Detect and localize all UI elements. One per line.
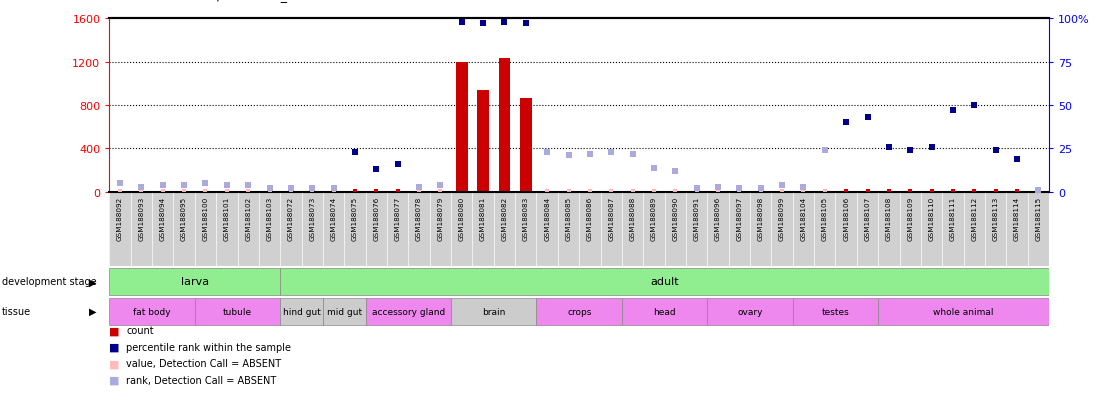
Bar (280, 268, 1049, 295)
Text: ovary: ovary (738, 307, 763, 316)
Text: GSM188109: GSM188109 (907, 196, 913, 240)
Bar (478, 90, 489, 192)
Text: GSM188113: GSM188113 (992, 196, 999, 240)
Text: GSM188102: GSM188102 (246, 196, 251, 240)
Text: accessory gland: accessory gland (372, 307, 445, 316)
Text: crops: crops (567, 307, 591, 316)
Text: GSM188104: GSM188104 (800, 196, 807, 240)
Text: GSM188089: GSM188089 (651, 196, 657, 240)
Text: GSM188103: GSM188103 (267, 196, 272, 240)
Bar (499, 59, 510, 192)
Bar (622, 298, 708, 325)
Text: GSM188076: GSM188076 (374, 196, 379, 240)
Text: tubule: tubule (223, 307, 252, 316)
Bar (878, 298, 1049, 325)
Text: ■: ■ (109, 342, 119, 352)
Text: ▶: ▶ (88, 306, 96, 316)
Text: GSM188106: GSM188106 (844, 196, 849, 240)
Text: head: head (653, 307, 676, 316)
Text: GSM188074: GSM188074 (330, 196, 337, 240)
Bar (195, 298, 280, 325)
Text: GSM188075: GSM188075 (352, 196, 358, 240)
Text: GSM188097: GSM188097 (737, 196, 742, 240)
Text: GSM188088: GSM188088 (629, 196, 636, 240)
Text: GSM188098: GSM188098 (758, 196, 763, 240)
Text: GSM188110: GSM188110 (929, 196, 934, 240)
Text: GSM188111: GSM188111 (950, 196, 956, 240)
Bar (280, 298, 323, 325)
Text: GSM188100: GSM188100 (202, 196, 209, 240)
Text: GSM188096: GSM188096 (715, 196, 721, 240)
Text: GSM188087: GSM188087 (608, 196, 614, 240)
Text: GSM188101: GSM188101 (224, 196, 230, 240)
Text: GSM188079: GSM188079 (437, 196, 443, 240)
Text: GSM188084: GSM188084 (545, 196, 550, 240)
Bar (323, 298, 366, 325)
Text: GSM188105: GSM188105 (821, 196, 828, 240)
Text: GSM188095: GSM188095 (181, 196, 187, 240)
Bar (366, 298, 451, 325)
Bar (451, 298, 537, 325)
Text: GSM188073: GSM188073 (309, 196, 315, 240)
Text: GSM188099: GSM188099 (779, 196, 785, 240)
Text: larva: larva (181, 277, 209, 287)
Text: development stage: development stage (2, 277, 97, 287)
Bar (520, 99, 531, 192)
Text: GSM188082: GSM188082 (501, 196, 508, 240)
Text: GSM188091: GSM188091 (694, 196, 700, 240)
Bar (792, 298, 878, 325)
Text: GSM188112: GSM188112 (971, 196, 978, 240)
Text: GSM188086: GSM188086 (587, 196, 593, 240)
Text: GSM188078: GSM188078 (416, 196, 422, 240)
Text: GSM188094: GSM188094 (160, 196, 166, 240)
Text: GSM188090: GSM188090 (672, 196, 679, 240)
Text: ■: ■ (109, 325, 119, 335)
Text: count: count (126, 325, 154, 335)
Text: GSM188107: GSM188107 (865, 196, 870, 240)
Text: fat body: fat body (133, 307, 171, 316)
Text: GSM188093: GSM188093 (138, 196, 144, 240)
Text: testes: testes (821, 307, 849, 316)
Text: GSM188077: GSM188077 (395, 196, 401, 240)
Text: GSM188085: GSM188085 (566, 196, 571, 240)
Bar (455, 62, 468, 192)
Text: whole animal: whole animal (933, 307, 994, 316)
Text: brain: brain (482, 307, 506, 316)
Text: GSM188092: GSM188092 (117, 196, 123, 240)
Text: tissue: tissue (2, 306, 31, 316)
Text: GSM188115: GSM188115 (1036, 196, 1041, 240)
Text: adult: adult (651, 277, 679, 287)
Text: GDS2784 / 1631727_at: GDS2784 / 1631727_at (154, 0, 299, 2)
Text: value, Detection Call = ABSENT: value, Detection Call = ABSENT (126, 358, 281, 368)
Text: ■: ■ (109, 375, 119, 385)
Text: rank, Detection Call = ABSENT: rank, Detection Call = ABSENT (126, 375, 277, 385)
Text: GSM188114: GSM188114 (1014, 196, 1020, 240)
Text: GSM188072: GSM188072 (288, 196, 294, 240)
Text: GSM188081: GSM188081 (480, 196, 487, 240)
Text: GSM188108: GSM188108 (886, 196, 892, 240)
Bar (708, 298, 792, 325)
Bar (537, 298, 622, 325)
Text: mid gut: mid gut (327, 307, 362, 316)
Text: ■: ■ (109, 358, 119, 368)
Text: percentile rank within the sample: percentile rank within the sample (126, 342, 291, 352)
Bar (109, 268, 280, 295)
Text: GSM188080: GSM188080 (459, 196, 464, 240)
Text: hind gut: hind gut (282, 307, 320, 316)
Text: GSM188083: GSM188083 (522, 196, 529, 240)
Text: ▶: ▶ (88, 277, 96, 287)
Bar (109, 298, 195, 325)
